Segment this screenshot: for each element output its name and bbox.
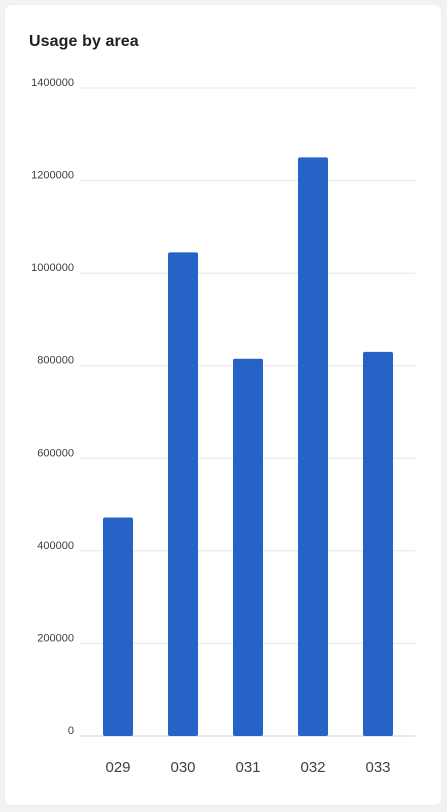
y-tick-label: 200000 — [37, 632, 74, 644]
bar-032[interactable] — [298, 157, 328, 736]
y-tick-label: 1000000 — [31, 262, 74, 274]
chart-title: Usage by area — [29, 33, 139, 50]
y-axis-ticks: 0 200000 400000 600000 800000 1000000 1200000 1… — [31, 77, 74, 737]
y-tick-label: 0 — [68, 725, 74, 737]
x-axis-ticks: 029 030 031 032 033 — [105, 759, 390, 776]
bar-033[interactable] — [363, 351, 393, 736]
bar-030[interactable] — [168, 252, 198, 737]
bar-031[interactable] — [233, 358, 263, 736]
y-tick-label: 800000 — [37, 355, 74, 367]
y-tick-label: 600000 — [37, 447, 74, 459]
x-tick-label: 031 — [235, 759, 260, 776]
y-tick-label: 400000 — [37, 540, 74, 552]
y-tick-label: 1400000 — [31, 77, 74, 89]
x-tick-label: 029 — [105, 759, 130, 776]
y-tick-label: 1200000 — [31, 170, 74, 182]
x-tick-label: 032 — [300, 759, 325, 776]
bars — [103, 157, 393, 737]
x-tick-label: 033 — [365, 759, 390, 776]
x-tick-label: 030 — [170, 759, 195, 776]
bar-029[interactable] — [103, 517, 133, 736]
